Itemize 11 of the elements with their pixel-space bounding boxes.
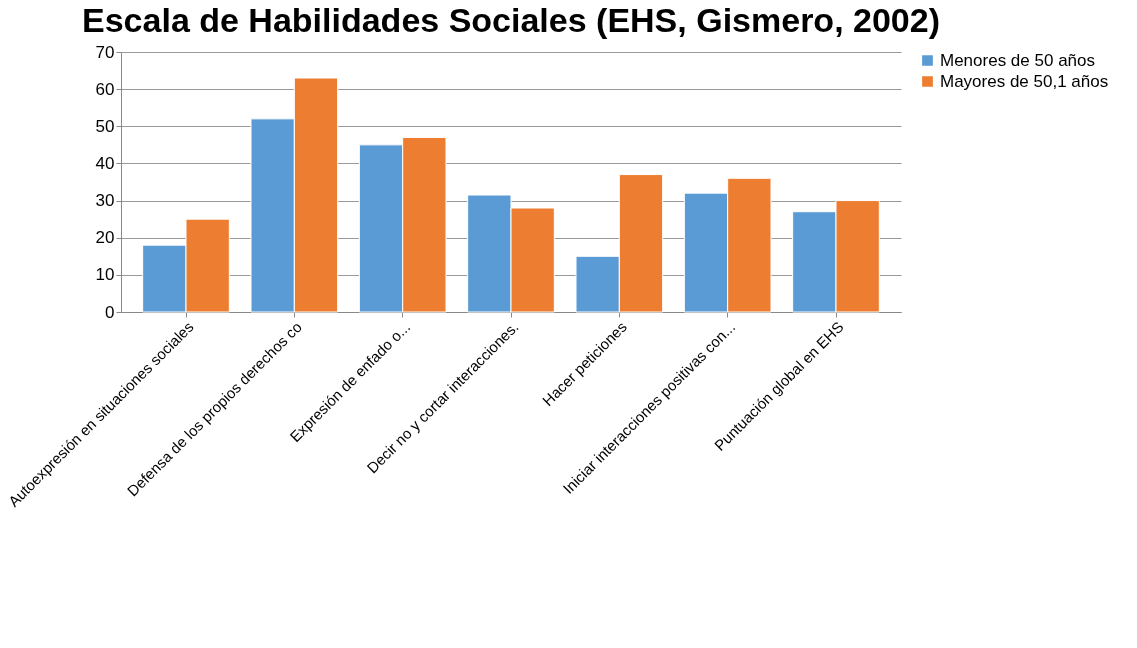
y-tick-label: 10 — [95, 265, 115, 285]
y-tick-label: 30 — [95, 191, 115, 211]
y-tick-label: 50 — [95, 116, 115, 136]
legend-label: Menores de 50 años — [940, 50, 1095, 70]
y-tick-label: 20 — [95, 228, 115, 248]
y-tick-label: 60 — [95, 79, 115, 99]
chart-title: Escala de Habilidades Sociales (EHS, Gismero, 2002) — [82, 1, 940, 39]
y-tick-label: 70 — [95, 42, 115, 62]
y-tick-label: 40 — [95, 153, 115, 173]
y-tick-label: 0 — [105, 302, 115, 322]
legend-label: Mayores de 50,1 años — [940, 71, 1109, 91]
